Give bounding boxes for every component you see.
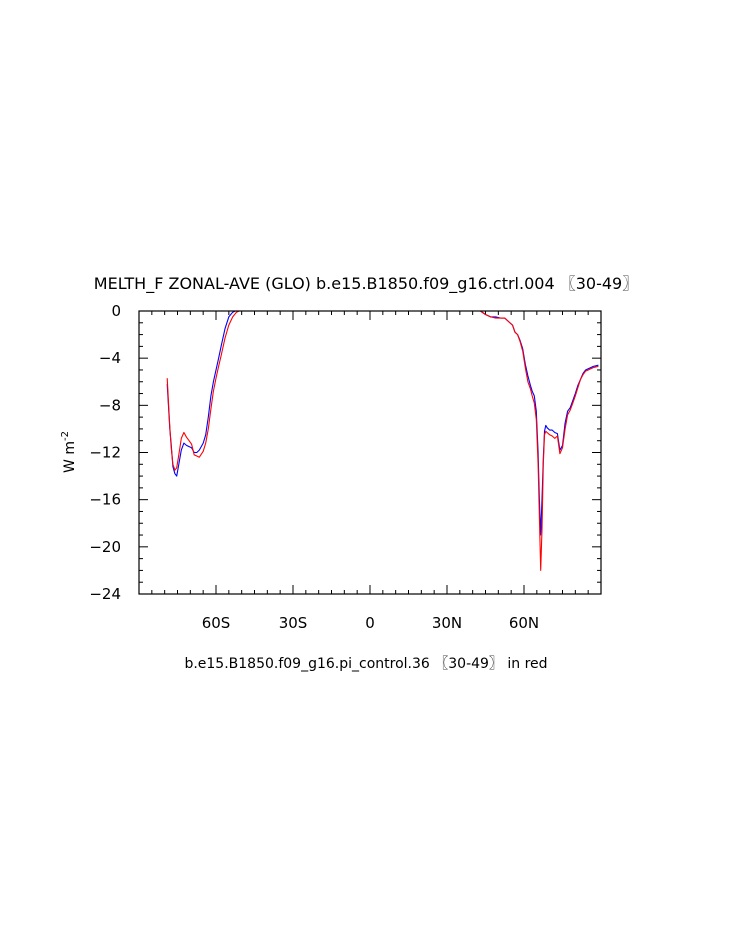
x-tick-label: 60N [509,614,539,632]
y-tick-label: −16 [89,491,121,509]
series-lines [166,310,599,571]
x-tick-label: 30S [279,614,308,632]
y-tick-label: 0 [111,302,121,320]
y-axis-label: W m [62,441,78,473]
svg-text:W m-2: W m-2 [60,431,78,473]
chart-title: MELTH_F ZONAL-AVE (GLO) b.e15.B1850.f09_… [94,274,638,294]
y-tick-label: −12 [89,444,121,462]
y-tick-label: −4 [99,349,121,367]
x-tick-label: 0 [365,614,375,632]
y-axis-label-exponent: -2 [60,431,71,441]
y-tick-label: −8 [99,396,121,414]
series-line-red [166,310,599,571]
x-tick-label: 30N [432,614,462,632]
tick-labels: 60S 30S 0 30N 60N 0 −4 −8 −12 −16 −20 −24 [89,302,539,632]
y-tick-label: −20 [89,538,121,556]
x-tick-label: 60S [202,614,231,632]
axis-ticks [139,310,601,595]
y-axis-title: W m-2 [60,431,78,473]
plot-frame [138,310,602,595]
series-line-blue [166,310,599,536]
y-tick-label: −24 [89,585,121,603]
chart-subtitle: b.e15.B1850.f09_g16.pi_control.36 〖30-49… [184,656,547,672]
